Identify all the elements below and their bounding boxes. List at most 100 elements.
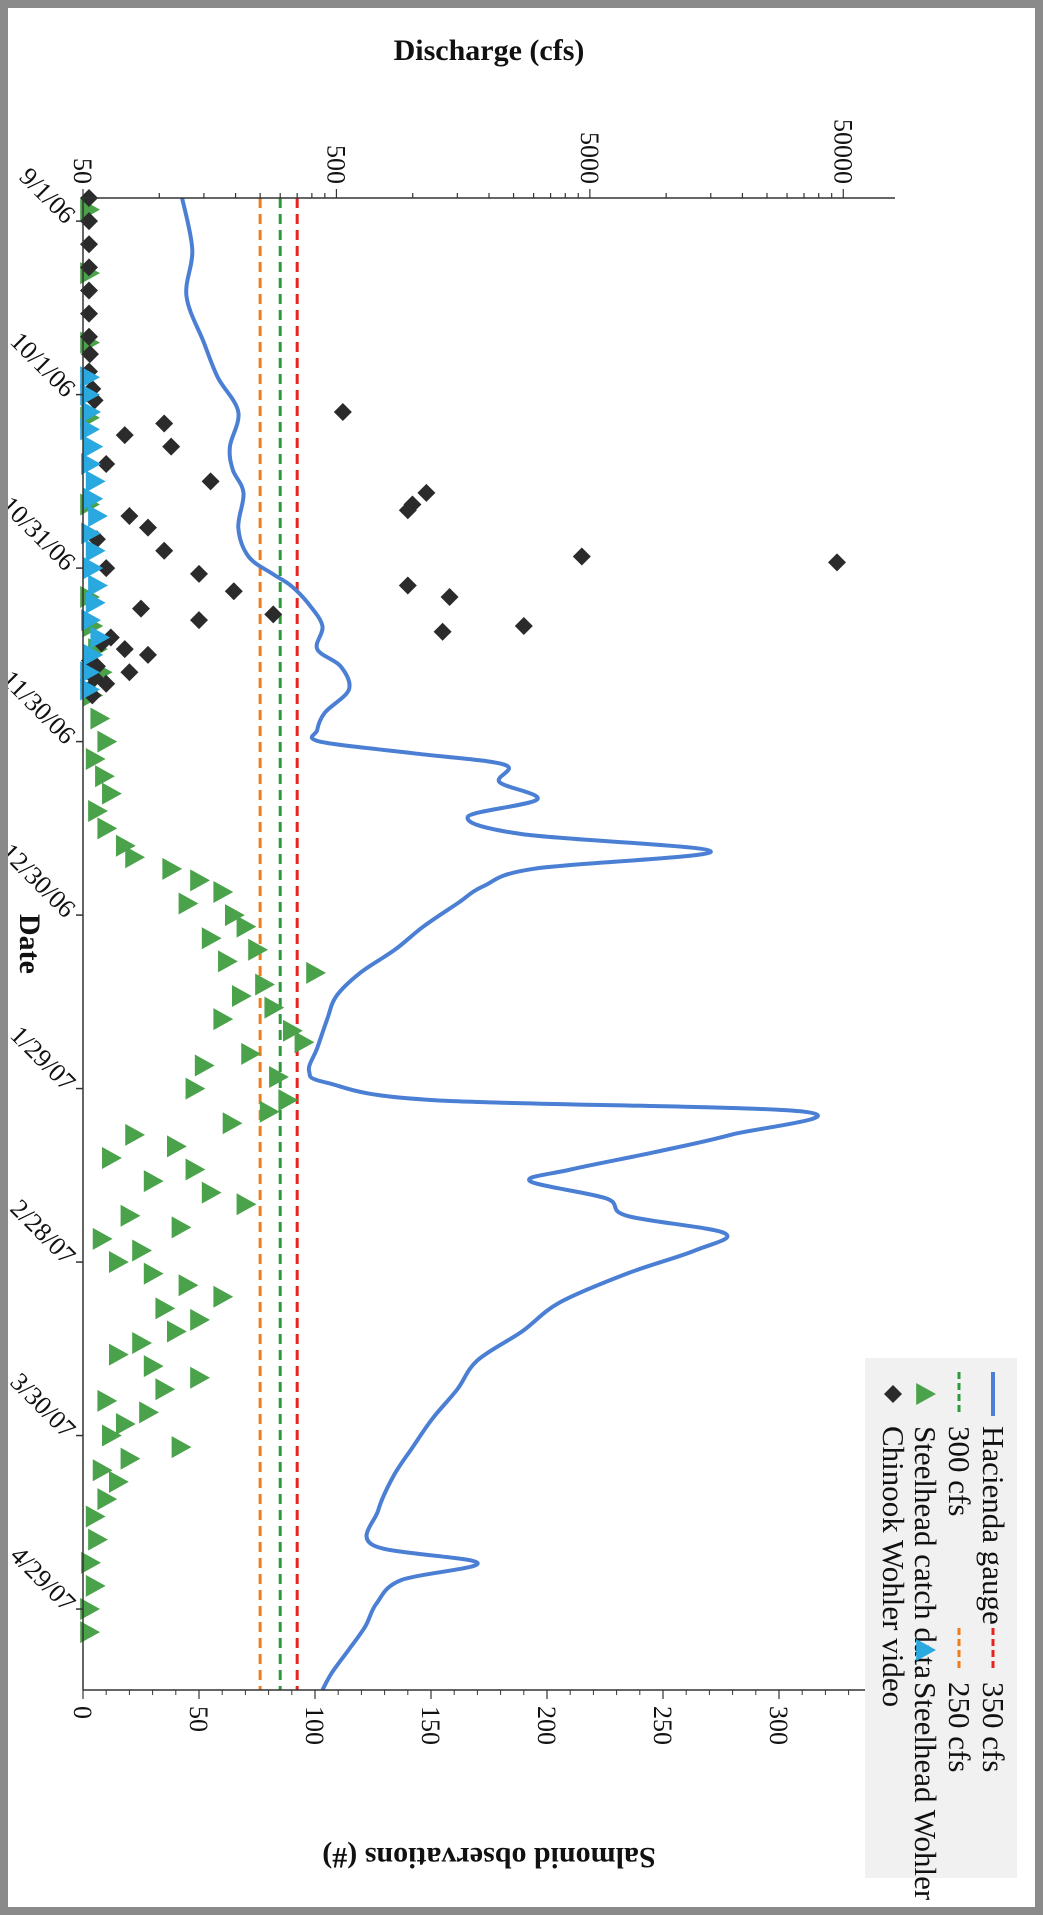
chinook-video-point bbox=[80, 212, 98, 231]
steelhead-catch-point bbox=[95, 765, 115, 788]
legend-swatch bbox=[884, 1385, 902, 1403]
steelhead-catch-point bbox=[259, 1100, 280, 1123]
steelhead-catch-point bbox=[143, 1355, 164, 1378]
steelhead-catch-point bbox=[132, 1332, 152, 1355]
steelhead-catch-point bbox=[132, 1239, 152, 1262]
y-tick-label: 50 bbox=[68, 158, 97, 184]
legend-swatch bbox=[916, 1639, 936, 1661]
steelhead-catch-point bbox=[85, 747, 106, 770]
steelhead-video-point bbox=[83, 557, 104, 580]
chinook-video-point bbox=[201, 472, 220, 491]
steelhead-catch-point bbox=[139, 1401, 159, 1424]
chinook-video-point bbox=[97, 674, 116, 693]
steelhead-catch-point bbox=[102, 1424, 122, 1447]
chinook-video-point bbox=[828, 553, 846, 572]
y2-tick-label: 0 bbox=[68, 1706, 97, 1719]
steelhead-catch-point bbox=[92, 1227, 113, 1250]
observation-markers bbox=[80, 189, 846, 1644]
steelhead-video-point bbox=[81, 609, 101, 632]
steelhead-catch-point bbox=[185, 1158, 206, 1181]
discharge-salmonid-chart: 9/1/0610/1/0610/31/0611/30/0612/30/061/2… bbox=[8, 8, 1035, 1907]
chinook-video-point bbox=[572, 547, 591, 566]
chinook-video-point bbox=[398, 501, 417, 520]
steelhead-catch-point bbox=[255, 973, 275, 996]
steelhead-catch-point bbox=[171, 1216, 192, 1239]
legend-entry-label: Chinook Wohler video bbox=[876, 1426, 911, 1707]
chinook-video-point bbox=[132, 599, 150, 618]
steelhead-video-point bbox=[85, 591, 106, 614]
steelhead-catch-point bbox=[306, 961, 326, 984]
steelhead-catch-point bbox=[88, 799, 108, 822]
steelhead-catch-point bbox=[236, 915, 257, 938]
steelhead-catch-point bbox=[185, 1077, 206, 1100]
chinook-video-point bbox=[115, 426, 134, 445]
chinook-video-point bbox=[80, 304, 98, 323]
steelhead-catch-point bbox=[120, 1204, 141, 1227]
legend-entry-label: Steelhead Wohler video bbox=[908, 1682, 943, 1907]
steelhead-video-point bbox=[83, 643, 104, 666]
chinook-video-point bbox=[155, 414, 174, 433]
steelhead-catch-point bbox=[80, 198, 100, 221]
y-tick-label: 5000 bbox=[575, 132, 604, 184]
chinook-video-point bbox=[224, 582, 243, 601]
steelhead-catch-point bbox=[80, 1621, 100, 1644]
steelhead-catch-point bbox=[201, 927, 222, 950]
steelhead-video-point bbox=[81, 400, 101, 423]
chinook-video-point bbox=[155, 541, 174, 560]
chinook-video-point bbox=[97, 455, 116, 474]
steelhead-catch-point bbox=[97, 1488, 118, 1511]
chinook-video-point bbox=[120, 507, 139, 526]
steelhead-video-point bbox=[83, 487, 104, 510]
steelhead-video-point bbox=[80, 366, 100, 389]
steelhead-video-point bbox=[90, 626, 111, 649]
steelhead-catch-point bbox=[155, 1297, 176, 1320]
chinook-video-point bbox=[115, 640, 134, 659]
steelhead-catch-point bbox=[143, 1170, 164, 1193]
steelhead-catch-point bbox=[213, 1285, 234, 1308]
steelhead-catch-point bbox=[236, 1193, 257, 1216]
reference-lines bbox=[258, 198, 299, 1690]
steelhead-catch-point bbox=[225, 904, 245, 927]
y-tick-label: 500 bbox=[321, 145, 350, 184]
chinook-video-point bbox=[264, 605, 283, 624]
steelhead-catch-point bbox=[102, 1146, 122, 1169]
y2-tick-label: 300 bbox=[764, 1706, 793, 1745]
steelhead-catch-point bbox=[201, 1181, 222, 1204]
y-axis-title: Discharge (cfs) bbox=[394, 34, 585, 67]
steelhead-video-point bbox=[85, 539, 106, 562]
steelhead-catch-point bbox=[92, 1459, 113, 1482]
steelhead-catch-point bbox=[218, 950, 238, 973]
legend-box bbox=[865, 1358, 1017, 1878]
chinook-video-point bbox=[398, 576, 417, 595]
chinook-video-point bbox=[433, 622, 452, 641]
chinook-video-point bbox=[120, 663, 139, 682]
chinook-video-point bbox=[138, 518, 157, 537]
y-tick-label: 50000 bbox=[828, 119, 857, 184]
steelhead-catch-point bbox=[125, 1123, 146, 1146]
steelhead-catch-point bbox=[88, 1528, 108, 1551]
steelhead-catch-point bbox=[278, 1089, 299, 1112]
steelhead-catch-point bbox=[294, 1031, 315, 1054]
steelhead-catch-point bbox=[125, 846, 146, 869]
steelhead-catch-point bbox=[190, 1366, 210, 1389]
steelhead-catch-point bbox=[190, 869, 210, 892]
steelhead-catch-point bbox=[90, 707, 111, 730]
steelhead-catch-point bbox=[283, 1019, 303, 1042]
chinook-video-point bbox=[80, 258, 98, 277]
steelhead-catch-point bbox=[109, 1251, 129, 1274]
steelhead-video-point bbox=[81, 453, 101, 476]
steelhead-video-point bbox=[80, 418, 100, 441]
chinook-video-point bbox=[162, 437, 181, 456]
steelhead-catch-point bbox=[109, 1470, 129, 1493]
steelhead-catch-point bbox=[231, 985, 252, 1008]
y2-axis-title: Salmonid observations (#) bbox=[322, 1841, 655, 1874]
chinook-video-point bbox=[440, 588, 459, 607]
legend-entry-label: 300 cfs bbox=[942, 1426, 977, 1516]
steelhead-catch-point bbox=[167, 1320, 187, 1343]
steelhead-catch-point bbox=[102, 782, 122, 805]
y2-tick-label: 100 bbox=[300, 1706, 329, 1745]
steelhead-catch-point bbox=[171, 1436, 192, 1459]
legend-entry-label: Steelhead catch data bbox=[908, 1426, 943, 1679]
steelhead-catch-point bbox=[248, 938, 268, 961]
steelhead-catch-point bbox=[241, 1042, 262, 1065]
